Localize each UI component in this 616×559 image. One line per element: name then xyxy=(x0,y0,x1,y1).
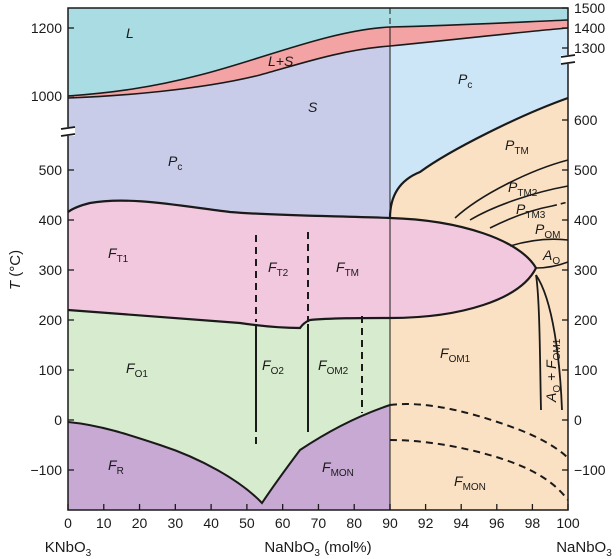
label-LS: L+S xyxy=(268,53,294,69)
x-tick-label-left-20: 20 xyxy=(132,515,148,531)
x-axis-title: NaNbO3 (mol%) xyxy=(264,539,371,559)
y-tick-label-right-300: 300 xyxy=(574,262,598,278)
orthorhombic-monoclinic-boundary xyxy=(67,404,391,505)
fom1-fmon-dashed-2 xyxy=(389,439,569,501)
y-tick-label-left-100: 100 xyxy=(39,362,63,378)
pom-ao-boundary xyxy=(509,238,569,247)
region-L-fill xyxy=(68,8,568,96)
y-tick-label-left-1000: 1000 xyxy=(31,88,62,104)
y-tick-label-right-600: 600 xyxy=(574,112,598,128)
y-tick-label-left-200: 200 xyxy=(39,312,63,328)
x-tick-label-right-98: 98 xyxy=(525,515,541,531)
y-tick-label-right-0: 0 xyxy=(574,412,582,428)
x-tick-label-left-90: 90 xyxy=(382,515,398,531)
x-tick-label-left-80: 80 xyxy=(346,515,362,531)
x-tick-label-left-0: 0 xyxy=(64,515,72,531)
y-tick-label-right-1300: 1300 xyxy=(574,40,605,56)
axis-titles: NaNbO3 (mol%) T (°C) KNbO3 NaNbO3 xyxy=(7,250,612,559)
y-tick-label-right-400: 400 xyxy=(574,212,598,228)
y-tick-label-right-200: 200 xyxy=(574,312,598,328)
right-axis-break-gap xyxy=(561,55,575,64)
y-tick-label-right-100: 100 xyxy=(574,362,598,378)
region-orange-right-fill xyxy=(390,98,568,510)
ao-fom1-left-boundary xyxy=(535,274,542,411)
right-axis-break-marks xyxy=(560,54,576,65)
region-S-Pc-left-fill xyxy=(68,46,390,218)
left-axis-break-marks xyxy=(60,126,76,137)
liquidus-curve xyxy=(67,19,569,97)
left-axis-break-gap xyxy=(61,127,75,136)
region-FMON-left-fill xyxy=(262,405,390,510)
x-tick-label-right-100: 100 xyxy=(556,515,580,531)
region-LS-fill xyxy=(68,20,568,98)
axis-breaks xyxy=(60,54,576,137)
y-tick-label-right-1500: 1500 xyxy=(574,0,605,16)
region-ferro-orthorhombic-fill xyxy=(68,310,390,503)
label-S: S xyxy=(308,99,318,115)
y-tick-label-right-500: 500 xyxy=(574,162,598,178)
region-fills xyxy=(68,8,568,510)
x-tick-label-right-94: 94 xyxy=(453,515,469,531)
region-ferro-tetragonal-fill xyxy=(68,200,536,328)
boundary-lines xyxy=(67,8,569,510)
y-tick-label-right-1400: 1400 xyxy=(574,20,605,36)
x-tick-label-left-70: 70 xyxy=(311,515,327,531)
x-tick-label-left-60: 60 xyxy=(275,515,291,531)
tick-marks xyxy=(67,7,569,510)
x-right-endpoint: NaNbO3 xyxy=(556,539,612,559)
y-tick-label-left-300: 300 xyxy=(39,262,63,278)
region-FR-fill xyxy=(68,422,262,510)
solidus-curve xyxy=(67,27,569,99)
y-tick-label-right--100: −100 xyxy=(574,462,606,478)
fom1-fmon-dashed-1 xyxy=(389,403,569,459)
y-tick-label-left-1200: 1200 xyxy=(31,20,62,36)
x-tick-label-left-30: 30 xyxy=(168,515,184,531)
x-tick-label-left-50: 50 xyxy=(239,515,255,531)
tetragonal-orthorhombic-boundary xyxy=(67,308,391,330)
ptm2-ptm3-boundary xyxy=(469,185,569,221)
y-tick-label-left-400: 400 xyxy=(39,212,63,228)
x-tick-label-right-92: 92 xyxy=(418,515,434,531)
pc-ferro-boundary-right xyxy=(388,96,569,219)
label-L: L xyxy=(126,25,134,41)
ao-fom1-boundary xyxy=(535,261,569,269)
region-Pc-right-fill xyxy=(390,28,568,218)
y-tick-label-left--100: −100 xyxy=(30,462,62,478)
ptm3-pom-boundary xyxy=(489,205,553,229)
x-tick-label-right-96: 96 xyxy=(489,515,505,531)
y-axis-title: T (°C) xyxy=(7,250,24,290)
tick-labels: 0 10 20 30 40 50 60 70 80 90 92 94 96 98 100 1400 1200 10… xyxy=(30,0,605,531)
x-left-endpoint: KNbO3 xyxy=(45,539,92,559)
pc-ferro-boundary-left xyxy=(67,199,391,220)
y-tick-label-left-0: 0 xyxy=(54,412,62,428)
y-tick-label-left-500: 500 xyxy=(39,162,63,178)
ao-fom1-right-boundary xyxy=(535,274,563,411)
x-tick-label-left-10: 10 xyxy=(96,515,112,531)
x-tick-label-left-40: 40 xyxy=(203,515,219,531)
ptm-ptm2-boundary xyxy=(454,159,569,219)
ptm3-pom-boundary-dashed xyxy=(551,201,569,207)
